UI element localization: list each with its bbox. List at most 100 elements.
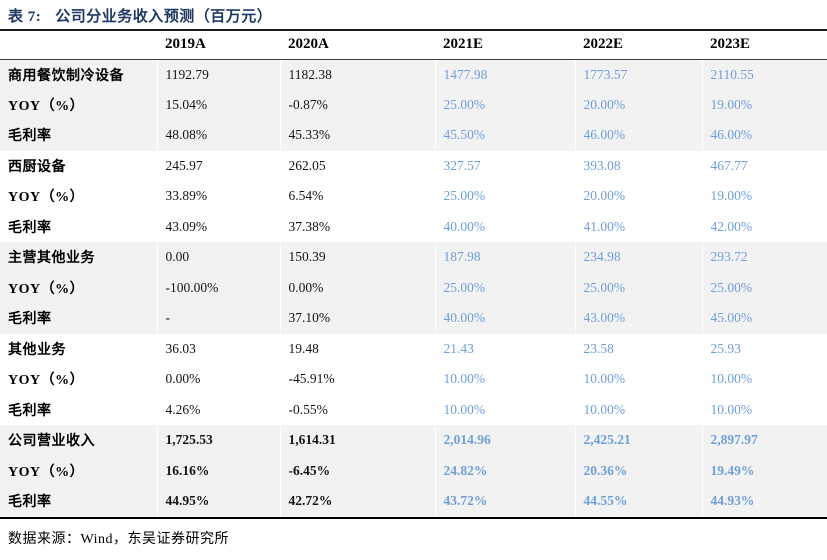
actual-value-cell: 33.89%	[156, 181, 280, 212]
estimate-value-cell: 44.55%	[574, 486, 702, 517]
estimate-value-cell: 46.00%	[701, 120, 827, 151]
table-row: YOY（%） 0.00% -45.91% 10.00% 10.00% 10.00%	[0, 364, 827, 395]
estimate-value-cell: 19.00%	[701, 89, 827, 120]
estimate-value-cell: 467.77	[701, 150, 827, 181]
actual-value-cell: 245.97	[156, 150, 280, 181]
table-row: 其他业务 36.03 19.48 21.43 23.58 25.93	[0, 333, 827, 364]
actual-value-cell: 43.09%	[156, 211, 280, 242]
header-cell-label	[0, 31, 157, 60]
row-label: 毛利率	[8, 403, 52, 419]
table-row: 毛利率 44.95% 42.72% 43.72% 44.55% 44.93%	[0, 486, 827, 517]
estimate-value-cell: 10.00%	[701, 364, 827, 395]
actual-value-cell: 48.08%	[156, 120, 280, 151]
table-row: YOY（%） 16.16% -6.45% 24.82% 20.36% 19.49%	[0, 455, 827, 486]
actual-value-cell: 19.48	[279, 333, 435, 364]
estimate-value-cell: 45.50%	[434, 120, 575, 151]
row-label: 主营其他业务	[8, 251, 95, 267]
estimate-value-cell: 327.57	[434, 150, 575, 181]
data-source-note: 数据来源：Wind，东吴证券研究所	[8, 531, 230, 547]
estimate-value-cell: 10.00%	[574, 364, 702, 395]
row-label: YOY（%）	[8, 373, 85, 389]
actual-value-cell: 1192.79	[156, 59, 280, 90]
row-label: 商用餐饮制冷设备	[8, 68, 124, 84]
row-label: 毛利率	[8, 129, 52, 145]
actual-value-cell: 1,725.53	[156, 425, 280, 456]
header-cell-2022e: 2022E	[575, 31, 702, 60]
estimate-value-cell: 10.00%	[574, 394, 702, 425]
estimate-value-cell: 25.00%	[574, 272, 702, 303]
row-label: YOY（%）	[8, 98, 85, 114]
table-header-row: 2019A 2020A 2021E 2022E 2023E	[0, 31, 827, 60]
row-label: 毛利率	[8, 312, 52, 328]
row-label: 毛利率	[8, 495, 52, 511]
estimate-value-cell: 2110.55	[701, 59, 827, 90]
estimate-value-cell: 20.36%	[574, 455, 702, 486]
estimate-value-cell: 40.00%	[434, 211, 575, 242]
table-row: 商用餐饮制冷设备 1192.79 1182.38 1477.98 1773.57 2110…	[0, 59, 827, 90]
actual-value-cell: 6.54%	[279, 181, 435, 212]
estimate-value-cell: 45.00%	[701, 303, 827, 334]
actual-value-cell: 0.00%	[279, 272, 435, 303]
table-body: 商用餐饮制冷设备 1192.79 1182.38 1477.98 1773.57 2110…	[0, 59, 827, 517]
estimate-value-cell: 2,425.21	[574, 425, 702, 456]
estimate-value-cell: 44.93%	[701, 486, 827, 517]
estimate-value-cell: 40.00%	[434, 303, 575, 334]
estimate-value-cell: 43.72%	[434, 486, 575, 517]
actual-value-cell: -0.55%	[279, 394, 435, 425]
table-caption: 表 7: 公司分业务收入预测（百万元）	[0, 0, 827, 31]
estimate-value-cell: 2,897.97	[701, 425, 827, 456]
actual-value-cell: 16.16%	[156, 455, 280, 486]
estimate-value-cell: 25.00%	[434, 181, 575, 212]
actual-value-cell: 37.10%	[279, 303, 435, 334]
actual-value-cell: 44.95%	[156, 486, 280, 517]
row-label: 公司营业收入	[8, 434, 95, 450]
estimate-value-cell: 20.00%	[574, 181, 702, 212]
table-caption-title: 公司分业务收入预测（百万元）	[55, 9, 273, 25]
estimate-value-cell: 41.00%	[574, 211, 702, 242]
estimate-value-cell: 10.00%	[701, 394, 827, 425]
table-caption-number: 表 7:	[8, 9, 42, 25]
actual-value-cell: -6.45%	[279, 455, 435, 486]
row-label: YOY（%）	[8, 464, 85, 480]
estimate-value-cell: 1773.57	[574, 59, 702, 90]
table-row: 毛利率 -37.10% 40.00% 43.00% 45.00%	[0, 303, 827, 334]
estimate-value-cell: 187.98	[434, 242, 575, 273]
actual-value-cell: 36.03	[156, 333, 280, 364]
actual-value-cell: 0.00%	[156, 364, 280, 395]
actual-value-cell: 262.05	[279, 150, 435, 181]
table-row: 毛利率 4.26% -0.55% 10.00% 10.00% 10.00%	[0, 394, 827, 425]
estimate-value-cell: 10.00%	[434, 364, 575, 395]
actual-value-cell: -0.87%	[279, 89, 435, 120]
actual-value-cell: 1182.38	[279, 59, 435, 90]
header-cell-2019a: 2019A	[157, 31, 280, 60]
actual-value-cell: 37.38%	[279, 211, 435, 242]
estimate-value-cell: 24.82%	[434, 455, 575, 486]
estimate-value-cell: 23.58	[574, 333, 702, 364]
table-bottom-border	[0, 516, 827, 519]
estimate-value-cell: 19.00%	[701, 181, 827, 212]
estimate-value-cell: 234.98	[574, 242, 702, 273]
row-label: YOY（%）	[8, 190, 85, 206]
estimate-value-cell: 46.00%	[574, 120, 702, 151]
actual-value-cell: -	[156, 303, 280, 334]
revenue-forecast-table: 2019A 2020A 2021E 2022E 2023E 商用餐饮制冷设备 11…	[0, 31, 827, 517]
row-label: YOY（%）	[8, 281, 85, 297]
estimate-value-cell: 393.08	[574, 150, 702, 181]
actual-value-cell: 4.26%	[156, 394, 280, 425]
header-cell-2023e: 2023E	[702, 31, 827, 60]
actual-value-cell: 15.04%	[156, 89, 280, 120]
estimate-value-cell: 19.49%	[701, 455, 827, 486]
estimate-value-cell: 25.00%	[434, 272, 575, 303]
estimate-value-cell: 25.93	[701, 333, 827, 364]
actual-value-cell: -100.00%	[156, 272, 280, 303]
table-row: 毛利率 43.09% 37.38% 40.00% 41.00% 42.00%	[0, 211, 827, 242]
row-label: 其他业务	[8, 342, 66, 358]
estimate-value-cell: 1477.98	[434, 59, 575, 90]
estimate-value-cell: 293.72	[701, 242, 827, 273]
header-cell-2020a: 2020A	[280, 31, 435, 60]
table-row: 西厨设备 245.97 262.05 327.57 393.08 467.77	[0, 150, 827, 181]
actual-value-cell: 45.33%	[279, 120, 435, 151]
table-row: 主营其他业务 0.00 150.39 187.98 234.98 293.72	[0, 242, 827, 273]
actual-value-cell: -45.91%	[279, 364, 435, 395]
actual-value-cell: 1,614.31	[279, 425, 435, 456]
